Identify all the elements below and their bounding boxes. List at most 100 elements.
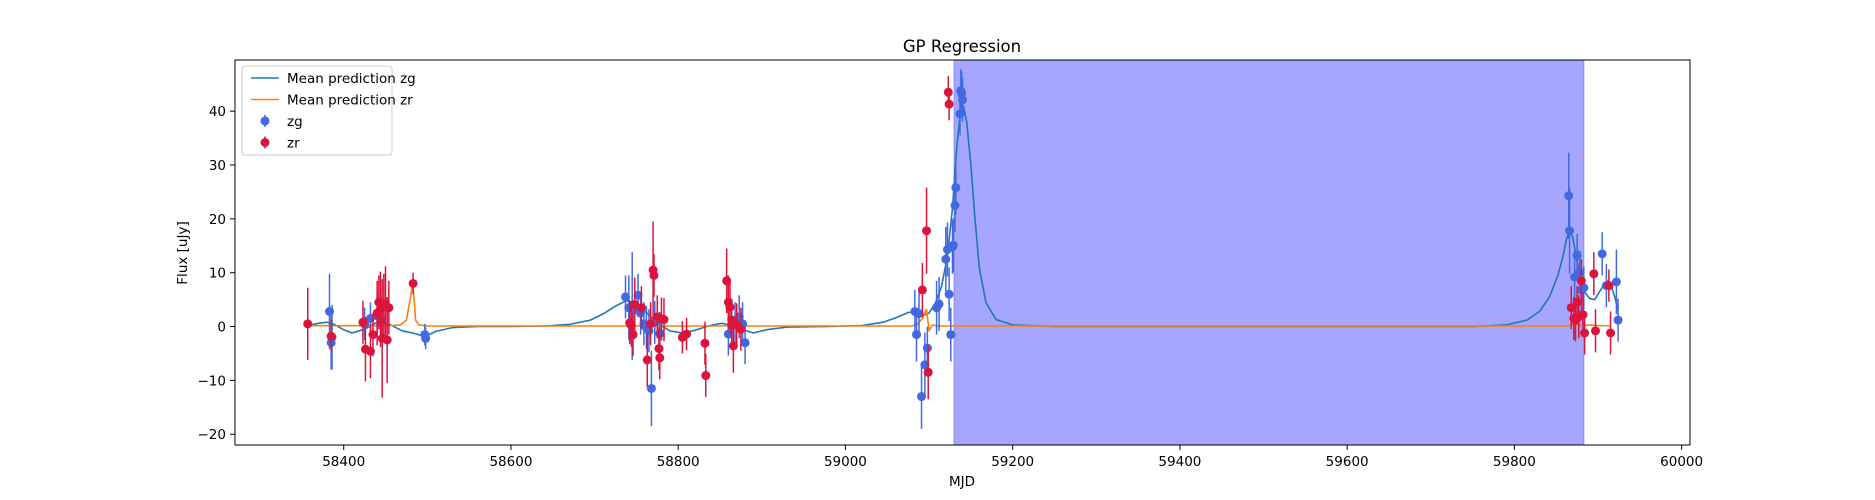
point-zr-41 — [922, 187, 932, 274]
plot-area — [235, 60, 1690, 445]
marker-zr — [728, 341, 738, 351]
marker-zr — [922, 226, 932, 236]
marker-zr — [1572, 297, 1582, 307]
marker-zr — [701, 371, 711, 381]
point-zg-8 — [421, 327, 431, 350]
marker-zr — [682, 329, 692, 339]
marker-zg — [914, 309, 924, 319]
point-zg-54 — [1597, 232, 1607, 276]
point-zr-54 — [1591, 309, 1601, 353]
marker-zr — [326, 331, 336, 341]
point-zr-1 — [326, 320, 336, 353]
marker-zr — [636, 303, 646, 313]
marker-zr — [944, 99, 954, 109]
y-tick-label: 20 — [209, 212, 226, 228]
marker-zg — [1613, 315, 1623, 325]
marker-zr — [382, 335, 392, 345]
marker-zr — [384, 303, 394, 313]
marker-zr — [736, 324, 746, 334]
point-zr-14 — [408, 272, 418, 295]
marker-zg — [958, 95, 967, 105]
point-zr-0 — [303, 287, 313, 360]
point-zr-40 — [917, 263, 927, 317]
legend-marker-swatch — [260, 116, 270, 126]
chart-title: GP Regression — [903, 37, 1021, 56]
point-zr-53 — [1589, 252, 1599, 296]
point-zg-18 — [646, 350, 656, 427]
marker-zg — [917, 392, 927, 402]
y-tick-label: 10 — [209, 266, 226, 282]
marker-zg — [922, 343, 932, 353]
x-axis: 58400 58600 58800 59000 59200 59400 59600 59800… — [322, 445, 1703, 470]
point-zr-20 — [642, 333, 652, 387]
marker-zr — [408, 278, 418, 288]
marker-zr — [1606, 328, 1616, 338]
legend-entry-0: Mean prediction zg — [251, 71, 416, 87]
point-zr-55 — [1604, 269, 1614, 302]
marker-zr — [303, 319, 313, 329]
marker-zr — [630, 299, 640, 309]
legend-label: zr — [287, 136, 300, 152]
point-zr-26 — [655, 336, 665, 380]
point-zg-56 — [1611, 249, 1621, 315]
marker-zg — [1597, 249, 1607, 259]
legend-box — [241, 65, 393, 156]
marker-zg — [1565, 226, 1575, 236]
point-zr-42 — [923, 345, 933, 400]
marker-zg — [934, 299, 944, 309]
point-zg-30 — [917, 364, 927, 429]
legend-marker-swatch — [260, 138, 270, 147]
marker-zg — [941, 254, 951, 264]
x-tick-label: 59600 — [1326, 454, 1369, 470]
marker-zr — [700, 338, 710, 348]
marker-zr — [649, 270, 659, 280]
point-zg-29 — [914, 292, 924, 336]
y-axis: −20 −10 0 10 20 30 40 — [198, 104, 235, 443]
point-zr-52 — [1580, 311, 1590, 355]
y-tick-label: −20 — [198, 427, 227, 443]
marker-zg — [1564, 191, 1574, 201]
marker-zr — [725, 302, 735, 312]
y-tick-label: −10 — [198, 373, 227, 389]
marker-zg — [946, 330, 956, 340]
point-zg-9 — [621, 275, 631, 319]
marker-zr — [654, 344, 664, 354]
marker-zr — [1604, 281, 1614, 291]
point-zr-18 — [630, 277, 640, 332]
shaded-region — [953, 60, 1585, 445]
point-zg-38 — [946, 307, 956, 362]
marker-zg — [1575, 267, 1585, 277]
marker-zg — [421, 333, 431, 343]
legend-label: Mean prediction zg — [287, 71, 416, 87]
legend-label: zg — [287, 114, 303, 130]
plot-frame — [234, 59, 1691, 446]
point-zr-21 — [646, 302, 656, 346]
marker-zg — [1611, 277, 1621, 287]
marker-zr — [1591, 326, 1601, 336]
point-zr-30 — [682, 317, 692, 351]
point-zg-40 — [948, 218, 958, 273]
marker-zg — [740, 338, 750, 348]
x-tick-label: 59000 — [824, 454, 867, 470]
point-zr-13 — [384, 280, 394, 335]
marker-zg — [951, 183, 961, 193]
point-zr-56 — [1606, 311, 1616, 355]
x-tick-label: 58400 — [322, 454, 365, 470]
legend-entry-1: Mean prediction zr — [251, 93, 413, 109]
x-axis-label: MJD — [949, 474, 975, 490]
marker-zr — [642, 355, 652, 365]
point-zr-31 — [700, 321, 710, 365]
point-zg-57 — [1613, 298, 1623, 342]
x-tick-label: 60000 — [1660, 454, 1703, 470]
point-zg-37 — [944, 267, 954, 322]
point-zg-46 — [958, 78, 967, 122]
point-zr-50 — [1576, 259, 1586, 303]
x-tick-label: 59800 — [1493, 454, 1536, 470]
point-zg-48 — [1565, 187, 1575, 274]
x-tick-label: 58600 — [489, 454, 532, 470]
point-zg-42 — [951, 160, 961, 215]
legend-entry-3: zr — [260, 136, 300, 152]
point-zr-39 — [736, 307, 746, 351]
legend-label: Mean prediction zr — [287, 93, 413, 109]
